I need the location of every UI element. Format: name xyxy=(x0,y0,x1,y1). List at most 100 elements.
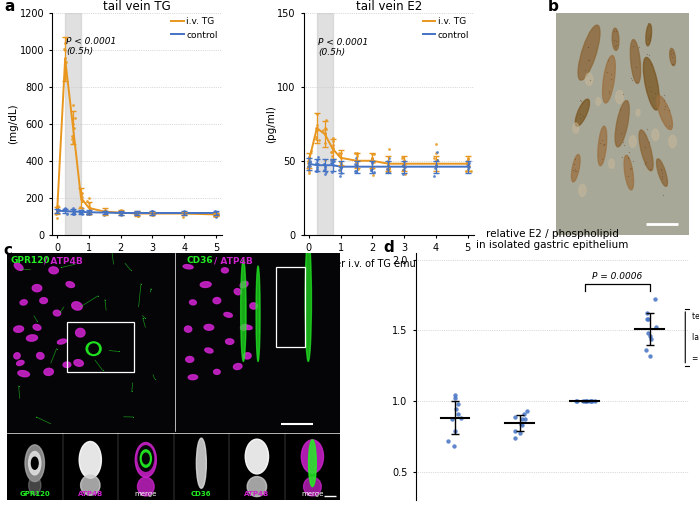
Point xyxy=(578,112,589,120)
Point xyxy=(335,172,346,180)
Point xyxy=(137,314,148,322)
Point xyxy=(398,166,409,174)
Point xyxy=(368,150,380,158)
Text: P < 0.0001
(0.5h): P < 0.0001 (0.5h) xyxy=(318,38,368,57)
Point xyxy=(575,96,586,104)
Point xyxy=(178,209,189,217)
Point xyxy=(85,209,96,217)
Point xyxy=(312,160,323,168)
Ellipse shape xyxy=(189,300,196,305)
Point xyxy=(326,152,338,160)
Point xyxy=(115,210,126,218)
Point xyxy=(642,315,654,323)
Point xyxy=(335,164,346,172)
Ellipse shape xyxy=(86,342,101,356)
Point xyxy=(351,159,362,167)
Point xyxy=(180,209,191,217)
Bar xyxy=(7,252,340,431)
Point xyxy=(310,134,322,142)
Point xyxy=(210,210,221,218)
Point xyxy=(74,208,85,216)
Ellipse shape xyxy=(183,265,193,269)
Point xyxy=(67,120,78,128)
Point xyxy=(99,208,110,216)
Text: = 1: = 1 xyxy=(692,354,699,363)
Point xyxy=(382,157,394,165)
Point xyxy=(131,209,143,217)
Text: CD36: CD36 xyxy=(191,491,212,497)
Point xyxy=(83,210,94,218)
Point xyxy=(623,154,634,162)
Point xyxy=(310,159,322,167)
Point xyxy=(145,285,157,293)
Point xyxy=(15,265,27,273)
Point xyxy=(577,99,588,107)
Ellipse shape xyxy=(222,268,229,273)
Point xyxy=(127,387,138,395)
Point xyxy=(350,163,361,171)
Point xyxy=(642,309,653,317)
Point xyxy=(442,436,454,444)
Ellipse shape xyxy=(224,313,232,317)
Point xyxy=(351,161,362,169)
Ellipse shape xyxy=(233,364,242,370)
Point xyxy=(84,206,95,214)
Ellipse shape xyxy=(616,90,624,104)
Point xyxy=(302,163,313,171)
Ellipse shape xyxy=(57,339,66,344)
Point xyxy=(336,158,347,166)
Point xyxy=(319,170,331,178)
Ellipse shape xyxy=(656,159,668,186)
Point xyxy=(382,168,393,176)
Point xyxy=(586,397,598,405)
Point xyxy=(463,154,474,162)
Point xyxy=(367,158,378,166)
Point xyxy=(519,410,530,418)
Point xyxy=(178,209,189,217)
Point xyxy=(106,243,117,251)
Ellipse shape xyxy=(18,371,29,377)
Point xyxy=(115,210,127,218)
Point xyxy=(335,154,346,162)
Point xyxy=(74,208,85,216)
Point xyxy=(617,153,628,161)
Point xyxy=(147,209,158,217)
Text: P < 0.0001
(0.5h): P < 0.0001 (0.5h) xyxy=(66,37,117,56)
Point xyxy=(430,160,441,168)
Point xyxy=(210,213,222,221)
Point xyxy=(51,207,62,215)
Point xyxy=(509,413,520,421)
Point xyxy=(319,162,331,170)
Point xyxy=(463,163,475,171)
Point xyxy=(430,162,441,170)
Point xyxy=(626,76,637,84)
Point xyxy=(624,165,635,173)
Point xyxy=(630,63,642,71)
Point xyxy=(67,132,78,140)
Ellipse shape xyxy=(579,184,586,196)
Ellipse shape xyxy=(14,352,20,359)
Ellipse shape xyxy=(75,328,85,337)
Point xyxy=(644,33,655,41)
Point xyxy=(180,209,192,217)
Point xyxy=(461,157,473,165)
Point xyxy=(604,89,615,97)
Point xyxy=(352,149,363,158)
Point xyxy=(431,160,442,168)
Point xyxy=(75,189,87,197)
Point xyxy=(180,210,191,218)
Point xyxy=(115,208,126,216)
Point xyxy=(319,139,330,147)
Point xyxy=(304,162,315,170)
Ellipse shape xyxy=(629,136,636,147)
Point xyxy=(83,194,94,203)
Point xyxy=(115,207,126,215)
Point xyxy=(431,156,442,164)
Point xyxy=(657,190,668,198)
Point xyxy=(584,76,596,84)
Point xyxy=(304,154,315,162)
Point xyxy=(99,206,110,214)
Point xyxy=(147,211,158,219)
Point xyxy=(319,130,331,138)
Point xyxy=(590,397,601,405)
